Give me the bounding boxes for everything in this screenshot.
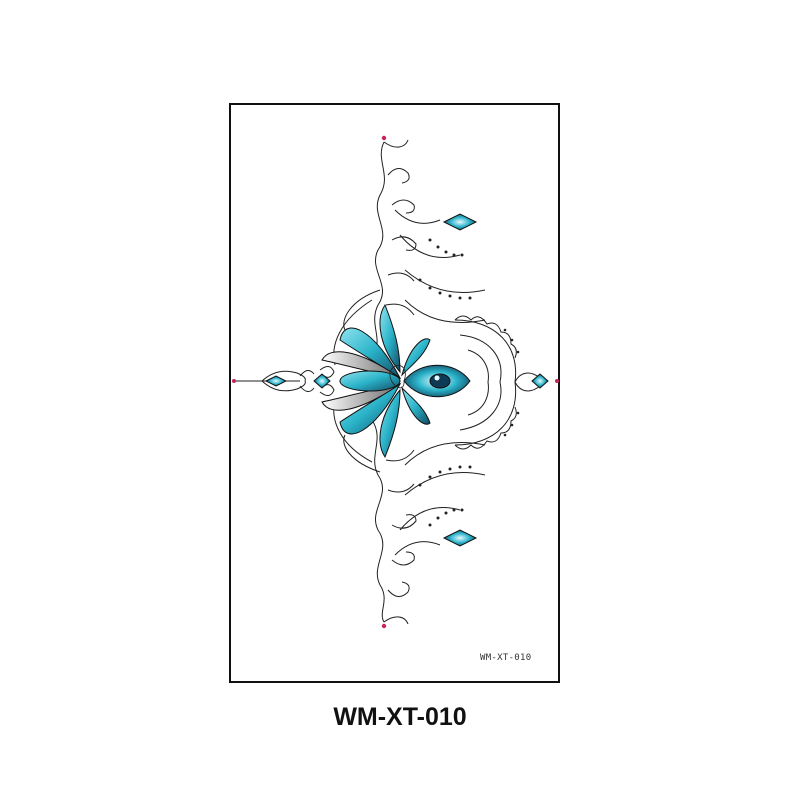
sheet-code-label: WM-XT-010 [480,653,532,663]
product-code-caption: WM-XT-010 [333,703,467,731]
